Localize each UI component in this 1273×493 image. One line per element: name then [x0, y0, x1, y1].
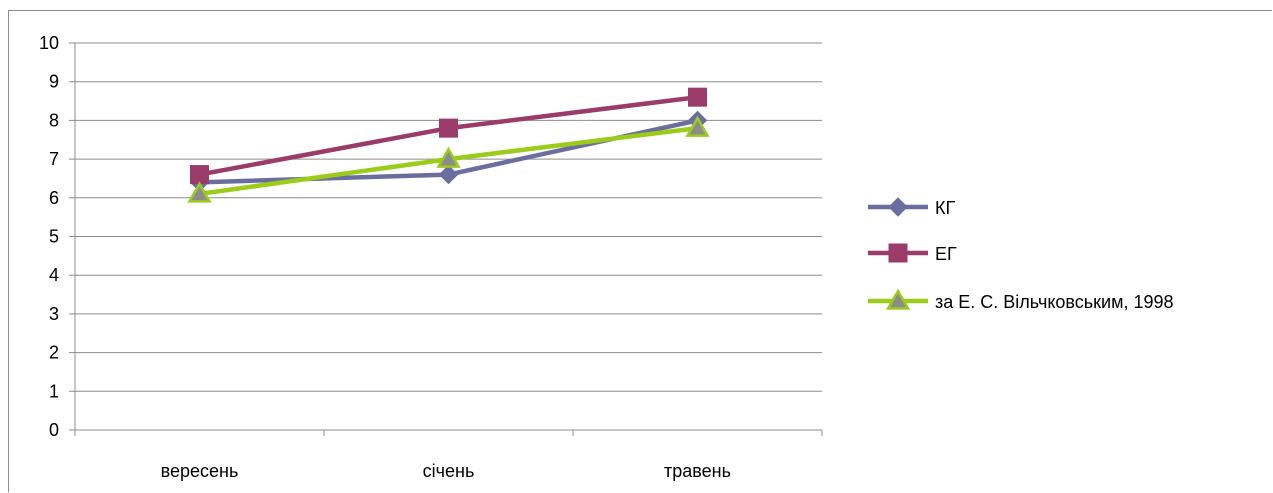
data-point-square — [439, 118, 458, 138]
legend-entry: за Е. С. Вільчковським, 1998 — [868, 288, 1174, 312]
x-tick-label: травень — [664, 461, 731, 481]
y-tick-label: 6 — [49, 188, 59, 208]
legend: КГ ЕГ за Е. С. Вільчковським, 1998 — [868, 197, 1174, 312]
data-point-triangle — [436, 146, 461, 168]
legend-marker-square — [888, 243, 908, 263]
data-point-square — [688, 87, 707, 107]
y-tick-labels: 0 1 2 3 4 5 6 7 8 9 10 — [39, 33, 59, 440]
series-3 — [187, 115, 710, 203]
y-tick-label: 2 — [49, 343, 59, 363]
data-point-triangle — [685, 115, 710, 137]
data-point-triangle — [187, 181, 212, 203]
legend-label: ЕГ — [935, 244, 957, 264]
series-lines — [187, 87, 710, 203]
chart-frame — [8, 10, 1272, 492]
y-tick-label: 4 — [49, 265, 59, 285]
y-tick-label: 5 — [49, 227, 59, 247]
y-tick-label: 10 — [39, 33, 59, 53]
series-2 — [190, 87, 707, 185]
y-tick-label: 3 — [49, 304, 59, 324]
y-tick-label: 0 — [49, 420, 59, 440]
legend-entry: КГ — [868, 197, 955, 218]
gridlines — [75, 42, 822, 392]
axes — [69, 42, 823, 436]
data-point-diamond — [438, 164, 459, 185]
y-tick-label: 8 — [49, 110, 59, 130]
legend-marker-triangle — [885, 288, 911, 310]
x-tick-label: січень — [423, 461, 475, 481]
legend-marker-diamond — [888, 197, 908, 217]
y-tick-label: 1 — [49, 381, 59, 401]
data-point-square — [190, 165, 209, 185]
y-tick-label: 9 — [49, 72, 59, 92]
legend-entry: ЕГ — [868, 243, 957, 264]
legend-label: за Е. С. Вільчковським, 1998 — [935, 292, 1174, 312]
x-tick-labels: вересень січень травень — [161, 461, 731, 481]
y-tick-label: 7 — [49, 149, 59, 169]
x-tick-label: вересень — [161, 461, 239, 481]
legend-label: КГ — [935, 198, 955, 218]
